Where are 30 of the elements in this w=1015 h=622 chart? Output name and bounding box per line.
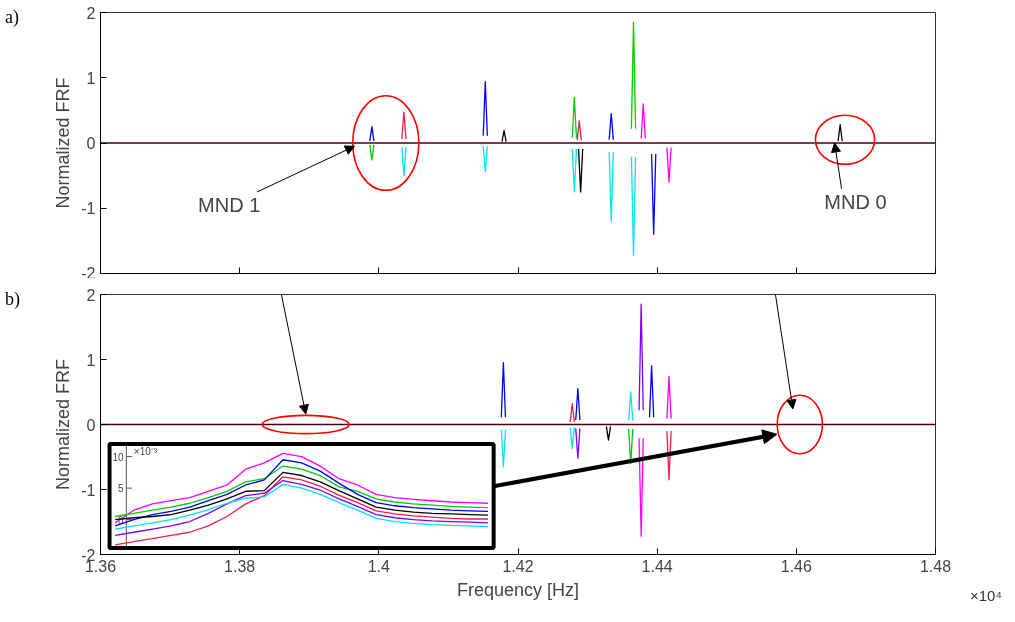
annotation: MND 0 (824, 190, 887, 213)
y-tick-label: 1 (86, 69, 96, 87)
x-tick-label: 1.38 (224, 557, 256, 575)
line-series (114, 479, 489, 537)
y-tick-label: -1 (81, 481, 96, 499)
y-tick-label: 5 (117, 483, 124, 495)
line-series (114, 483, 489, 530)
x-tick-label: 1.44 (641, 557, 673, 575)
y-tick-label: 1 (86, 351, 96, 369)
y-tick-label: 0 (86, 135, 96, 152)
x-tick-label: 1.42 (502, 557, 534, 575)
y-tick-label: 2 (86, 4, 96, 22)
x-tick-label: 1.46 (780, 557, 813, 575)
line-series (114, 465, 489, 518)
text: ×10⁴ (970, 587, 1002, 604)
y-tick-label: 0 (86, 416, 96, 434)
y-axis-title: Normalized FRF (53, 77, 74, 209)
y-tick-label: -1 (81, 200, 96, 218)
line-series (114, 476, 489, 546)
annotation: ×10⁻³ (133, 445, 158, 457)
y-tick-label: 2 (86, 286, 96, 304)
text: b) (5, 289, 20, 309)
y-tick-label: 10 (112, 451, 124, 463)
x-axis-title: Frequency [Hz] (456, 579, 580, 600)
x-tick-label: 1.4 (367, 557, 391, 575)
annotation: MND 1 (198, 193, 261, 216)
x-tick-label: 1.48 (919, 557, 952, 575)
text: a) (5, 7, 19, 27)
y-tick-label: -2 (81, 264, 96, 282)
y-axis-title: Normalized FRF (53, 358, 74, 491)
